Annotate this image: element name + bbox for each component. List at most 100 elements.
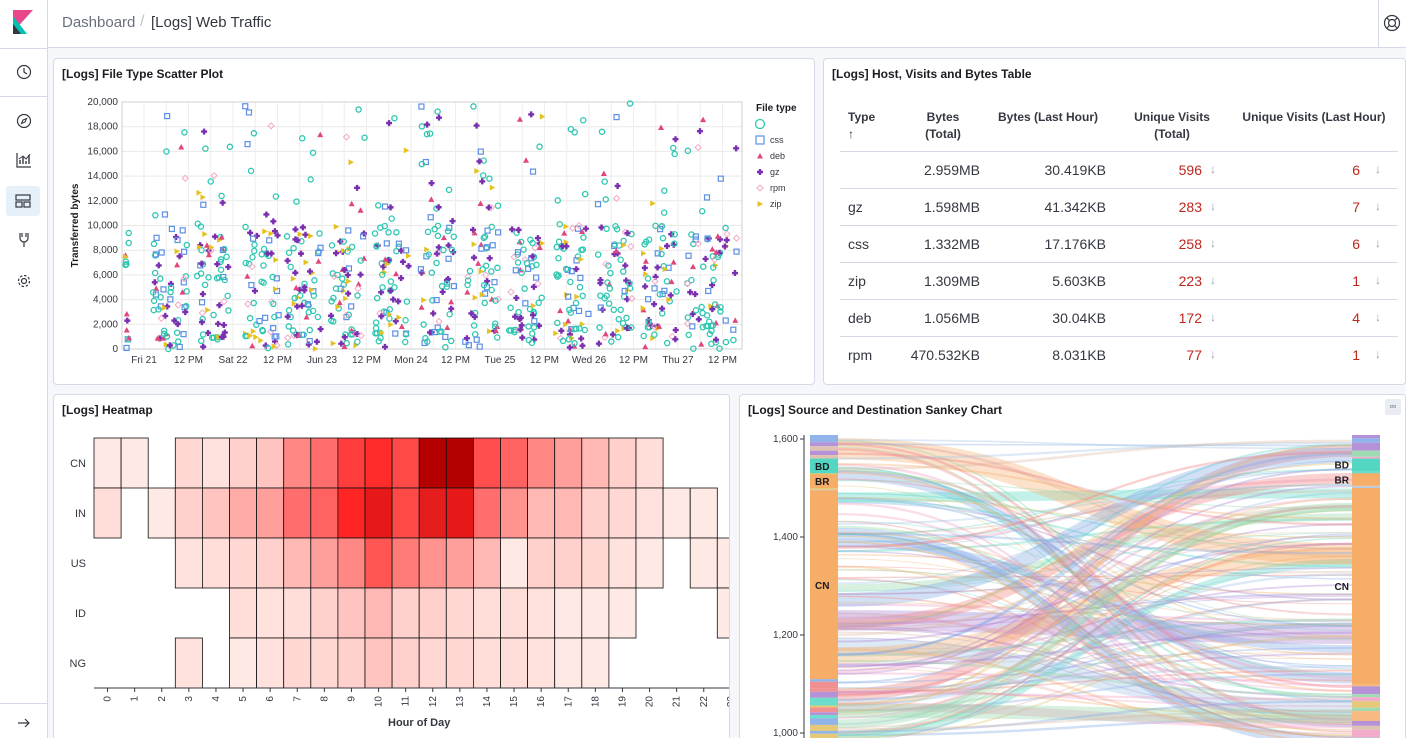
sankey-link[interactable] [837,598,1353,706]
sankey-link[interactable] [837,492,1353,726]
sankey-link[interactable] [837,468,1353,665]
heatmap-cell[interactable] [445,487,474,539]
sankey-link[interactable] [837,444,1353,702]
sankey-link[interactable] [837,502,1353,729]
dashboard-icon[interactable] [6,186,40,216]
sankey-link[interactable] [837,531,1353,656]
heatmap-cell[interactable] [256,437,285,489]
heatmap-cell[interactable] [310,537,339,589]
visits-hour-filter-icon[interactable]: ↓ [1375,162,1381,176]
sankey-link[interactable] [837,513,1353,592]
heatmap-cell[interactable] [500,537,529,589]
heatmap-cell[interactable] [445,537,474,589]
legend-item[interactable] [754,118,766,130]
heatmap-cell[interactable] [283,587,312,639]
sankey-link[interactable] [838,533,1353,738]
heatmap-cell[interactable] [174,487,203,539]
heatmap-cell[interactable] [445,437,474,489]
sankey-link[interactable] [837,468,1353,536]
heatmap-cell[interactable] [229,437,258,489]
heatmap-cell[interactable] [554,637,583,689]
sankey-link[interactable] [837,441,1353,460]
sankey-link[interactable] [837,568,1353,641]
heatmap-cell[interactable] [310,437,339,489]
heatmap-cell[interactable] [581,637,610,689]
heatmap-cell[interactable] [120,437,149,489]
visits-total-filter-icon[interactable]: ↓ [1210,236,1216,250]
sankey-link[interactable] [837,652,1353,694]
sankey-link[interactable] [837,462,1353,625]
sankey-link[interactable] [837,518,1353,553]
sankey-link[interactable] [837,618,1353,657]
sankey-node-br[interactable] [810,474,838,488]
sankey-link[interactable] [837,610,1353,644]
sankey-link[interactable] [837,443,1353,447]
heatmap-cell[interactable] [662,487,691,539]
legend-item[interactable]: gz [757,167,780,177]
heatmap-cell[interactable] [174,537,203,589]
legend-item[interactable]: zip [757,199,782,209]
sankey-link[interactable] [837,638,1353,717]
heatmap-cell[interactable] [500,587,529,639]
scatter-plot-chart[interactable]: 0 2,000 4,000 6,000 8,000 10,000 12,000 14,000 1… [54,59,815,385]
sankey-link[interactable] [837,703,1353,724]
heatmap-cell[interactable] [147,487,176,539]
legend-item[interactable]: css [755,135,784,145]
heatmap-cell[interactable] [635,537,664,589]
sankey-link[interactable] [837,709,1353,731]
sankey-link[interactable] [837,443,1353,628]
clock-icon[interactable] [12,60,36,84]
sankey-link[interactable] [837,438,1353,565]
sankey-link[interactable] [837,527,1353,738]
breadcrumb-dashboard[interactable]: Dashboard [62,14,136,31]
sankey-link[interactable] [837,647,1353,660]
sankey-link[interactable] [837,672,1353,712]
heatmap-cell[interactable] [581,537,610,589]
sankey-link[interactable] [837,450,1353,549]
heatmap-cell[interactable] [500,437,529,489]
sankey-link[interactable] [837,648,1353,737]
heatmap-cell[interactable] [418,587,447,639]
heatmap-cell[interactable] [364,587,393,639]
sankey-link[interactable] [837,622,1353,714]
heatmap-cell[interactable] [337,487,366,539]
heatmap-cell[interactable] [256,637,285,689]
visits-hour-filter-icon[interactable]: ↓ [1375,310,1381,324]
heatmap-cell[interactable] [174,437,203,489]
sankey-link[interactable] [837,546,1353,706]
sankey-link[interactable] [837,479,1353,510]
sankey-link[interactable] [837,513,1353,720]
sankey-link[interactable] [837,501,1353,580]
sankey-link[interactable] [837,553,1353,596]
heatmap-cell[interactable] [283,487,312,539]
col-header-visits-total[interactable]: Unique Visits (Total) [1134,110,1210,141]
heatmap-cell[interactable] [201,437,230,489]
visits-total-filter-icon[interactable]: ↓ [1210,199,1216,213]
sankey-link[interactable] [837,603,1353,623]
sankey-link[interactable] [837,665,1353,690]
sankey-chart[interactable]: 1,000 1,200 1,400 1,600 BD BR CN BD BR CN [740,395,1406,738]
visualize-icon[interactable] [12,148,36,172]
sankey-link[interactable] [837,595,1353,682]
sankey-link[interactable] [837,502,1353,733]
sankey-link[interactable] [837,497,1353,601]
legend-item[interactable]: deb [757,151,785,161]
kibana-logo-icon[interactable] [13,10,33,34]
sankey-link[interactable] [837,484,1353,525]
sankey-link[interactable] [837,478,1353,548]
sankey-link[interactable] [837,499,1353,568]
heatmap-cell[interactable] [554,537,583,589]
sankey-link[interactable] [837,533,1353,728]
sankey-link[interactable] [837,652,1353,665]
heatmap-cell[interactable] [608,487,637,539]
sankey-link[interactable] [837,690,1353,708]
heatmap-cell[interactable] [283,437,312,489]
sankey-link[interactable] [837,627,1353,698]
sankey-link[interactable] [837,542,1353,734]
heatmap-cell[interactable] [527,487,556,539]
heatmap-cell[interactable] [229,537,258,589]
visits-hour-filter-icon[interactable]: ↓ [1375,347,1381,361]
heatmap-cell[interactable] [554,587,583,639]
visits-hour-filter-icon[interactable]: ↓ [1375,236,1381,250]
